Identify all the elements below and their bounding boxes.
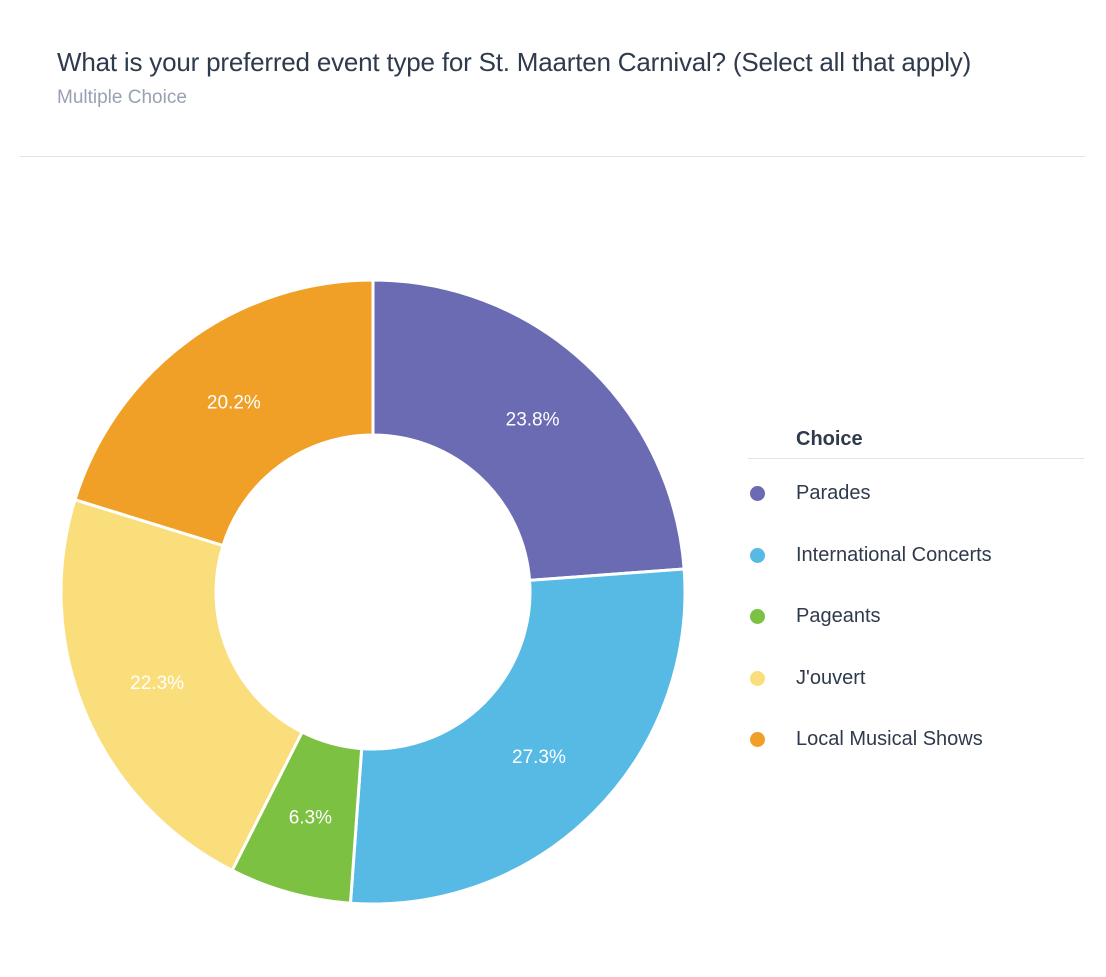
legend-item-international-concerts[interactable]: International Concerts [748, 525, 1084, 587]
legend-label: Local Musical Shows [796, 728, 983, 751]
question-title: What is your preferred event type for St… [57, 47, 972, 77]
legend-swatch-icon [750, 670, 765, 686]
legend-header: Choice [748, 420, 1084, 459]
legend-item-local-musical-shows[interactable]: Local Musical Shows [748, 709, 1084, 771]
legend-item-j-ouvert[interactable]: J'ouvert [748, 648, 1084, 710]
slice-value-label: 22.3% [130, 673, 184, 694]
legend-item-parades[interactable]: Parades [748, 463, 1084, 525]
donut-slice-local-musical-shows[interactable] [73, 278, 375, 548]
donut-slice-parades[interactable] [371, 278, 686, 583]
legend-swatch-icon [750, 486, 765, 502]
legend-label: International Concerts [796, 543, 992, 566]
chart-legend: Choice Parades International Concerts Page… [748, 420, 1084, 771]
header-divider [20, 156, 1085, 157]
legend-swatch-icon [750, 609, 765, 625]
legend-swatch-icon [750, 547, 765, 563]
slice-value-label: 27.3% [512, 747, 566, 768]
slice-value-label: 20.2% [207, 393, 261, 414]
legend-label: J'ouvert [796, 666, 866, 689]
legend-swatch-icon [750, 732, 765, 748]
legend-label: Parades [796, 482, 871, 505]
slice-value-label: 23.8% [506, 410, 560, 431]
legend-label: Pageants [796, 605, 881, 628]
slice-value-label: 6.3% [289, 807, 332, 828]
question-type-label: Multiple Choice [57, 87, 187, 108]
legend-item-pageants[interactable]: Pageants [748, 586, 1084, 648]
donut-slice-j-ouvert[interactable] [59, 497, 305, 873]
donut-slice-international-concerts[interactable] [348, 567, 687, 906]
